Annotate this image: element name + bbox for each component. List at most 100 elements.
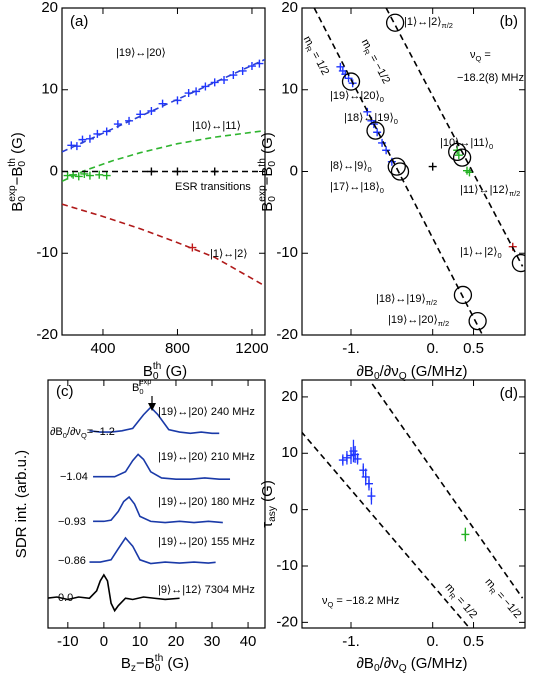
sub: 0 (380, 95, 384, 104)
y-tick-label: 10 (281, 444, 298, 461)
text-part: |8⟩↔|9⟩ (330, 160, 368, 172)
circle-marker (341, 72, 361, 91)
series-layer (48, 406, 231, 613)
annotation: mR = 1/2 (299, 34, 331, 78)
sub: 0 (63, 431, 67, 440)
y-tick-label: 20 (41, 0, 58, 16)
circle-marker (468, 311, 487, 331)
x-axis-label: B0th (G) (143, 361, 187, 382)
y-tick-label: 0 (290, 501, 298, 518)
y-tick-label: -20 (276, 326, 298, 343)
plus-marker (63, 171, 72, 180)
text-part: |19⟩↔|20⟩ (388, 314, 438, 326)
annotation: B0exp (132, 377, 151, 396)
text-part: |19⟩↔|20⟩ (330, 90, 380, 102)
sub: 0 (155, 663, 161, 674)
text-part: |17⟩↔|18⟩ (330, 181, 380, 193)
plus-marker (461, 530, 470, 539)
series-layer (302, 383, 524, 628)
trace (93, 453, 231, 480)
sub: π/2 (426, 298, 437, 307)
x-tick-label: -1. (342, 633, 360, 650)
y-axis-label: SDR int. (arb.u.) (13, 450, 30, 558)
text-part: |11⟩↔|12⟩ (460, 184, 509, 196)
plus-marker (342, 453, 351, 462)
sub: 0 (368, 165, 372, 174)
annotation: mR = −1/2 (357, 37, 392, 87)
sub: 0 (17, 196, 28, 202)
circle-marker (453, 285, 473, 305)
annotation: |19⟩↔|20⟩ 210 MHz (158, 451, 255, 463)
sub: 0 (374, 371, 380, 382)
series-layer (313, 8, 525, 335)
annotation: |19⟩↔|20⟩π/2 (388, 314, 449, 328)
text-part: = 1/2 (452, 592, 479, 621)
annotation: |10⟩↔|11⟩ (192, 120, 241, 132)
text-part: = −1/2 (366, 50, 393, 86)
sub: Q (399, 663, 407, 674)
y-tick-label: -20 (276, 613, 298, 630)
annotation: |1⟩↔|2⟩π/2 (404, 16, 453, 30)
annotation: 0.0 (58, 592, 73, 604)
sub: 0 (267, 196, 278, 202)
annotation: |17⟩↔|18⟩0 (330, 181, 384, 195)
text-part: = 1/2 (308, 47, 332, 77)
annotation: |1⟩↔|2⟩ (210, 248, 248, 260)
plus-marker (95, 170, 104, 179)
dashed-line (62, 58, 265, 153)
y-tick-label: 10 (41, 81, 58, 98)
plus-marker (85, 171, 94, 180)
sub: Q (328, 600, 334, 609)
plus-marker (367, 492, 376, 501)
plus-marker (378, 138, 387, 147)
sup: exp (139, 377, 151, 386)
plus-marker (364, 479, 373, 488)
sub: 0 (17, 161, 28, 167)
text-part: |1⟩↔|2⟩ (404, 16, 442, 28)
text-part: (G/MHz) (407, 655, 468, 672)
plus-marker (353, 454, 362, 463)
plus-marker (102, 171, 111, 180)
circle-marker (366, 121, 385, 140)
circle-marker (390, 162, 410, 181)
plus-marker (382, 146, 391, 155)
x-tick-label: 30 (204, 633, 221, 650)
sub: π/2 (438, 319, 449, 328)
plus-marker (349, 447, 358, 456)
panel-label: (d) (500, 385, 518, 402)
x-axis-label: ∂B0/∂νQ (G/MHz) (357, 363, 468, 382)
annotation: −0.93 (58, 516, 86, 528)
dashed-line (371, 383, 524, 599)
text-part: B (259, 202, 276, 212)
plus-marker (363, 107, 372, 116)
dashed-line (302, 431, 471, 628)
annotation: ESR transitions (175, 181, 251, 193)
sup: exp (257, 185, 268, 202)
annotation: −0.86 (58, 555, 86, 567)
sup: th (153, 361, 162, 372)
x-tick-label: 0.5 (463, 633, 484, 650)
plus-marker (338, 456, 347, 465)
text-part: /∂ν (67, 426, 81, 438)
y-tick-label: 0 (290, 162, 298, 179)
series-layer (62, 58, 265, 287)
text-part: ν (322, 595, 328, 607)
annotation: νQ = −18.2 MHz (322, 595, 399, 609)
dashed-line (62, 203, 265, 287)
text-part: (G/MHz) (407, 363, 468, 380)
dashed-line (385, 8, 524, 267)
circle-marker (385, 13, 405, 32)
plus-marker (102, 127, 111, 136)
text-part: τ (259, 522, 276, 528)
x-axis-label: ∂B0/∂νQ (G/MHz) (357, 655, 468, 674)
annotation: −1.04 (60, 471, 88, 483)
sub: R (303, 45, 314, 55)
plus-marker (428, 162, 437, 171)
text-part: |10⟩↔|11⟩ (440, 137, 489, 149)
text-part: (G) (259, 132, 276, 158)
annotation: |18⟩↔|19⟩0 (344, 112, 398, 126)
trace (89, 536, 216, 565)
x-tick-label: 40 (240, 633, 257, 650)
sub: Q (399, 371, 407, 382)
x-tick-label: -10 (57, 633, 79, 650)
